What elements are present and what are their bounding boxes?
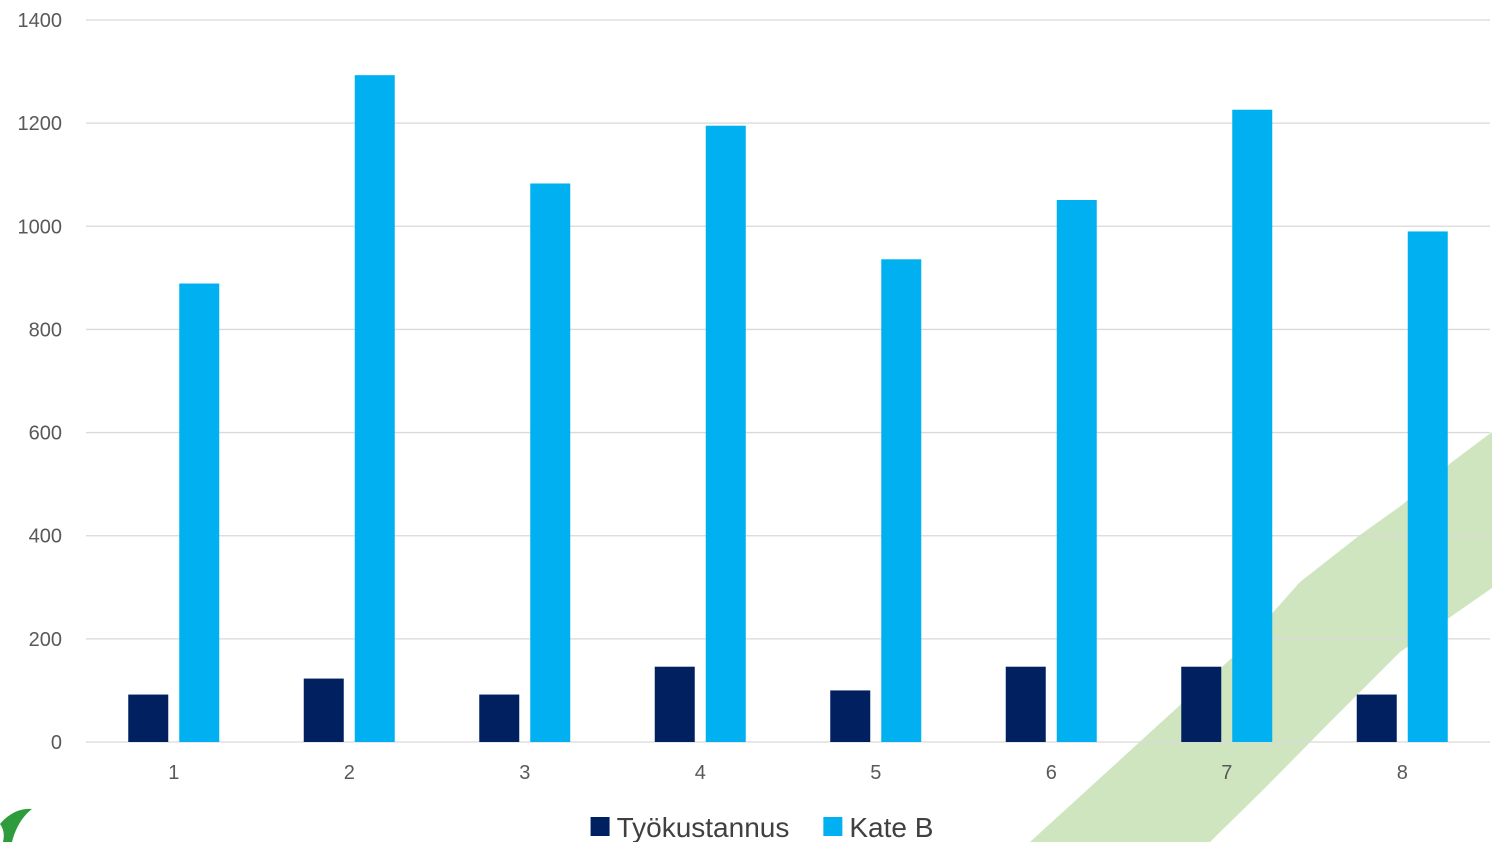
bar-kate-b-6: [1056, 199, 1097, 743]
x-tick-label: 6: [1046, 762, 1057, 784]
y-tick-label: 600: [29, 423, 62, 445]
bar-tyokustannus-8: [1356, 694, 1397, 742]
legend-swatch-tyokustannus: [590, 817, 610, 836]
y-tick-label: 1400: [18, 10, 63, 32]
y-tick-label: 800: [29, 319, 62, 341]
green-logo-fragment: [0, 808, 32, 842]
legend-label: Työkustannus: [617, 812, 790, 842]
y-tick-label: 0: [51, 732, 62, 754]
bar-kate-b-2: [354, 75, 395, 743]
bar-kate-b-1: [179, 283, 220, 742]
bar-kate-b-3: [530, 183, 571, 742]
bar-tyokustannus-4: [654, 666, 695, 742]
bar-tyokustannus-2: [303, 678, 344, 742]
x-tick-label: 5: [870, 762, 881, 784]
bar-kate-b-7: [1232, 109, 1273, 743]
y-tick-label: 1200: [18, 113, 63, 135]
x-tick-label: 1: [168, 762, 179, 784]
bar-kate-b-4: [705, 125, 746, 742]
y-tick-label: 400: [29, 526, 62, 548]
y-axis-ticks: 0 200 400 600 800 1000 1200 1400: [18, 10, 63, 754]
legend: Työkustannus Kate B: [590, 812, 933, 842]
x-tick-label: 4: [695, 762, 706, 784]
bar-tyokustannus-3: [479, 694, 520, 742]
x-tick-label: 8: [1397, 762, 1408, 784]
y-tick-label: 200: [29, 629, 62, 651]
bar-tyokustannus-1: [128, 694, 169, 742]
legend-label: Kate B: [849, 812, 933, 842]
bar-tyokustannus-6: [1005, 666, 1046, 742]
legend-swatch-kate-b: [823, 817, 843, 836]
x-tick-label: 7: [1221, 762, 1232, 784]
bar-tyokustannus-7: [1181, 666, 1222, 742]
bar-kate-b-8: [1407, 231, 1448, 742]
bars: [128, 75, 1448, 743]
bar-kate-b-5: [881, 259, 922, 742]
x-tick-label: 2: [344, 762, 355, 784]
bar-tyokustannus-5: [830, 690, 871, 742]
y-tick-label: 1000: [18, 216, 63, 238]
x-tick-label: 3: [519, 762, 530, 784]
x-axis-ticks: 1 2 3 4 5 6 7 8: [168, 762, 1408, 784]
